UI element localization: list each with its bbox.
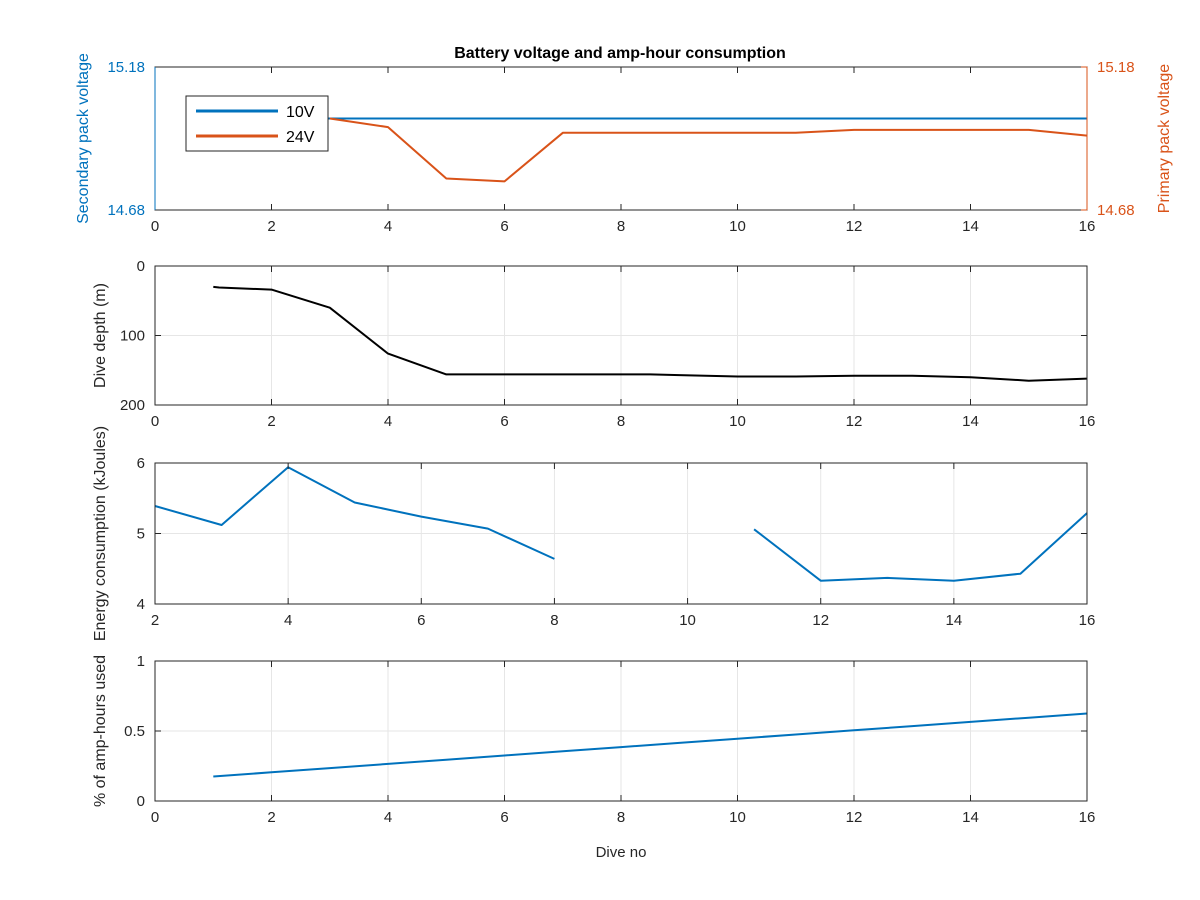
y-tick-label: 4 [137,596,145,613]
x-tick-label: 14 [962,809,979,826]
x-tick-label: 6 [500,413,508,430]
y-right-tick-label: 15.18 [1097,59,1135,76]
x-tick-label: 4 [384,218,392,235]
x-tick-label: 12 [846,218,863,235]
subplot-2: 0 2 4 6 8 10 12 14 16 0 100 200 Dive depth (m) [92,258,1095,430]
x-tick-label: 16 [1079,612,1096,629]
subplot-4: 0 2 4 6 8 10 12 14 16 0 0.5 1 % of amp-hours used Div… [92,653,1095,861]
x-tick-label: 14 [962,413,979,430]
y-tick-label: 100 [120,328,145,345]
x-tick-label: 4 [284,612,292,629]
x-tick-label: 2 [267,809,275,826]
y-tick-label: 15.18 [107,59,145,76]
legend-label-24v: 24V [286,129,315,146]
y-axis-label: Dive depth (m) [92,283,109,388]
x-tick-label: 8 [550,612,558,629]
y-axis-label: Secondary pack voltage [75,53,92,224]
y-tick-label: 6 [137,455,145,472]
x-tick-label: 8 [617,809,625,826]
figure-title: Battery voltage and amp-hour consumption [454,45,786,62]
x-tick-label: 6 [417,612,425,629]
x-tick-label: 4 [384,809,392,826]
y-tick-label: 200 [120,397,145,414]
x-tick-label: 2 [267,218,275,235]
x-axis-label: Dive no [596,844,647,861]
x-tick-label: 12 [846,413,863,430]
y-tick-label: 5 [137,526,145,543]
x-tick-label: 8 [617,218,625,235]
x-tick-label: 10 [679,612,696,629]
x-tick-label: 2 [151,612,159,629]
legend-box [185,95,329,152]
x-tick-label: 10 [729,809,746,826]
x-tick-label: 6 [500,218,508,235]
series-line-1 [154,466,1088,582]
x-tick-label: 12 [812,612,829,629]
x-tick-label: 4 [384,413,392,430]
y-right-axis-label: Primary pack voltage [1156,64,1173,213]
series-line-1 [213,285,1088,382]
x-tick-label: 14 [962,218,979,235]
x-tick-label: 0 [151,809,159,826]
x-tick-label: 16 [1079,218,1096,235]
x-tick-label: 8 [617,413,625,430]
y-tick-label: 0.5 [124,723,145,740]
x-tick-label: 12 [846,809,863,826]
series-line-1 [213,712,1088,778]
y-tick-label: 0 [137,258,145,275]
x-tick-label: 6 [500,809,508,826]
y-tick-label: 0 [137,793,145,810]
x-tick-label: 16 [1079,413,1096,430]
y-tick-label: 1 [137,653,145,670]
x-tick-label: 10 [729,218,746,235]
series-line-24v [329,117,1088,183]
legend-label-10v: 10V [286,104,315,121]
x-tick-label: 0 [151,218,159,235]
x-tick-label: 0 [151,413,159,430]
x-tick-label: 16 [1079,809,1096,826]
y-tick-label: 14.68 [107,202,145,219]
x-tick-label: 10 [729,413,746,430]
y-axis-label: % of amp-hours used [92,655,109,807]
y-right-tick-label: 14.68 [1097,202,1135,219]
x-tick-label: 14 [946,612,963,629]
x-tick-label: 2 [267,413,275,430]
y-axis-label: Energy consumption (kJoules) [92,426,109,641]
